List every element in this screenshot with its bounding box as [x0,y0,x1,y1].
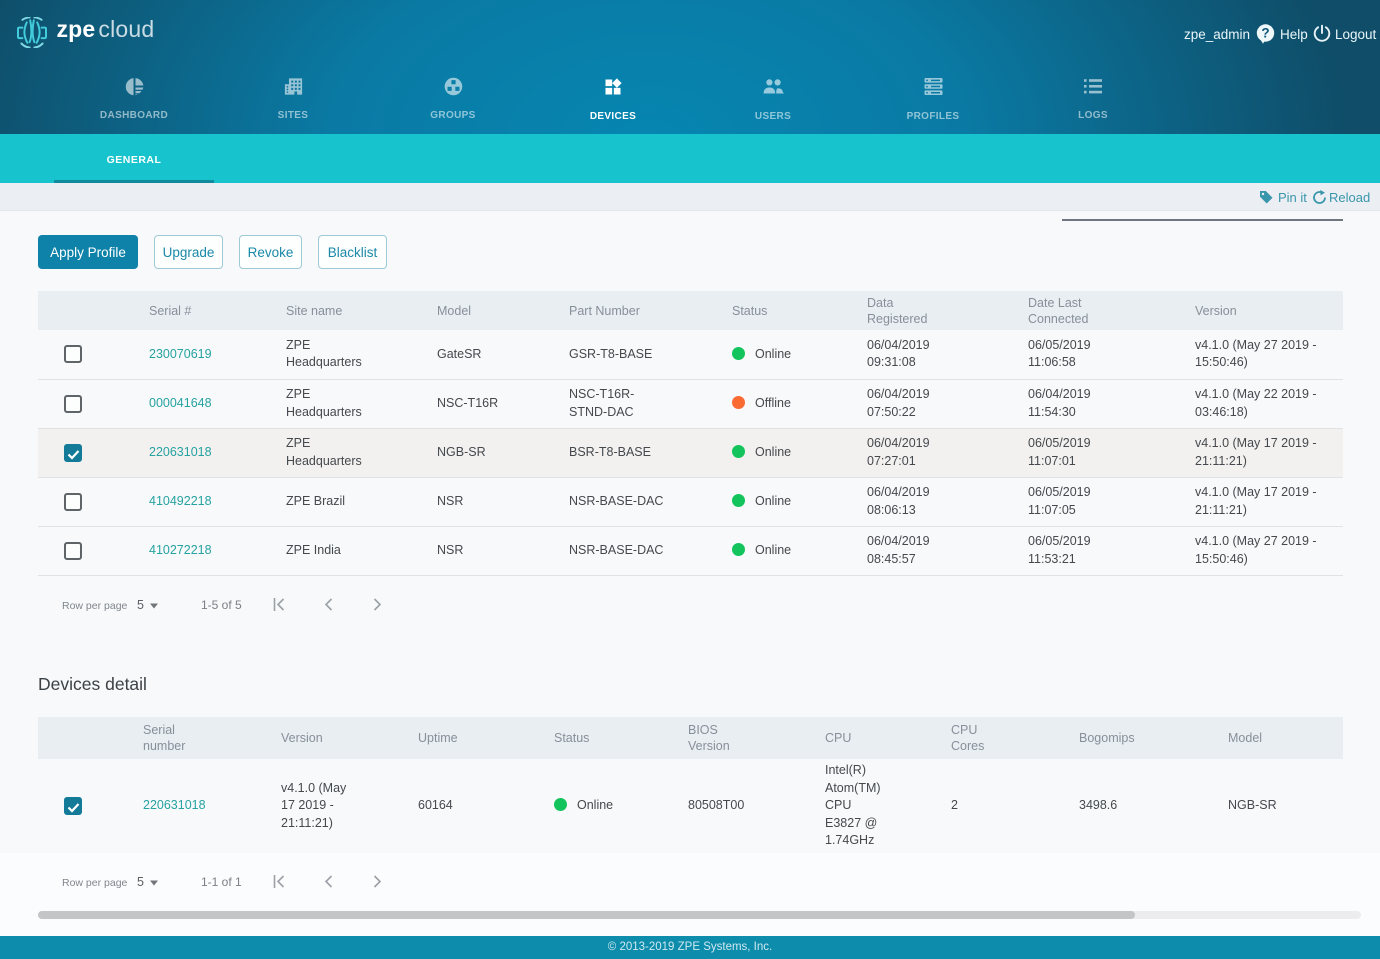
svg-text:?: ? [1261,26,1269,41]
